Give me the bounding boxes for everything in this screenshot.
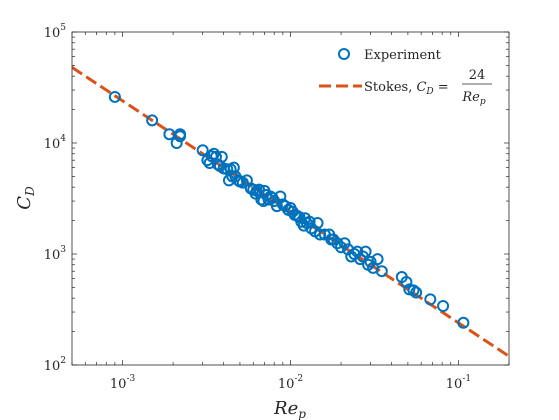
experiment-point bbox=[407, 284, 420, 297]
experiment-point bbox=[174, 130, 187, 143]
legend-stokes-numerator: 24 bbox=[469, 68, 486, 83]
y-tick-label: 105 bbox=[44, 23, 67, 41]
legend-stokes-denominator: Rep bbox=[461, 90, 485, 107]
experiment-point bbox=[203, 157, 216, 170]
experiment-point bbox=[303, 215, 316, 228]
x-tick-label: 10-1 bbox=[446, 374, 471, 392]
experiment-point bbox=[359, 245, 372, 258]
experiment-point bbox=[108, 90, 121, 103]
experiment-point bbox=[364, 255, 377, 268]
x-tick-label: 10-2 bbox=[278, 374, 303, 392]
experiment-point bbox=[457, 316, 470, 329]
experiment-point bbox=[215, 150, 228, 163]
experiment-point bbox=[424, 293, 437, 306]
experiment-point bbox=[146, 114, 159, 127]
experiment-point bbox=[437, 300, 450, 313]
y-axis-label: CD bbox=[14, 186, 37, 210]
legend: Experiment Stokes, CD = 24 Rep bbox=[318, 38, 506, 112]
experiment-point bbox=[196, 144, 209, 157]
experiment-point bbox=[274, 190, 287, 203]
y-tick-label: 104 bbox=[44, 134, 67, 152]
experiment-point bbox=[311, 217, 324, 230]
y-tick-label: 102 bbox=[44, 356, 66, 374]
x-tick-label: 10-3 bbox=[110, 374, 136, 392]
experiment-point bbox=[227, 161, 240, 174]
y-tick-label: 103 bbox=[44, 245, 67, 263]
experiment-point bbox=[375, 265, 388, 278]
experiment-point bbox=[400, 275, 413, 288]
legend-experiment-marker bbox=[338, 48, 350, 60]
experiment-point bbox=[371, 253, 384, 266]
x-axis-label: Rep bbox=[273, 398, 306, 420]
experiment-point bbox=[410, 286, 423, 299]
legend-experiment-label: Experiment bbox=[364, 48, 442, 63]
experiment-point bbox=[338, 237, 351, 250]
legend-stokes-label: Stokes, CD = bbox=[364, 80, 449, 97]
legend-box bbox=[318, 38, 506, 112]
